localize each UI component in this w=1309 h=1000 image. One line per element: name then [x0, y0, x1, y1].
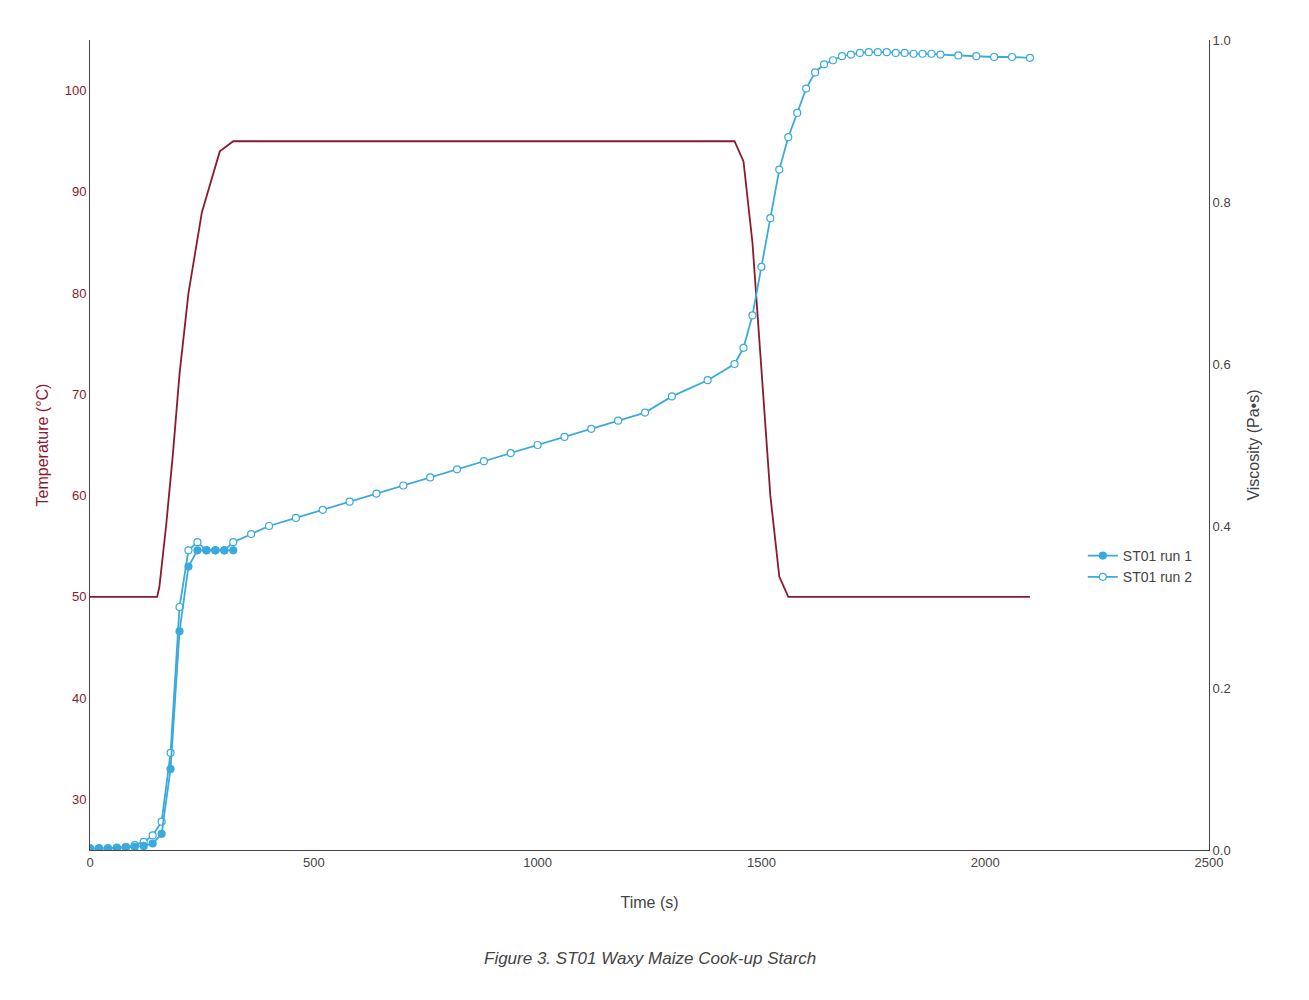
svg-text:ST01 run 1: ST01 run 1	[1123, 548, 1192, 564]
svg-text:40: 40	[72, 691, 86, 706]
svg-text:Time (s): Time (s)	[620, 894, 678, 911]
svg-text:Temperature (°C): Temperature (°C)	[34, 384, 51, 507]
svg-text:60: 60	[72, 488, 86, 503]
svg-text:80: 80	[72, 286, 86, 301]
svg-text:0.2: 0.2	[1213, 681, 1231, 696]
svg-text:500: 500	[303, 855, 325, 870]
svg-text:70: 70	[72, 387, 86, 402]
svg-text:0.8: 0.8	[1213, 195, 1231, 210]
svg-text:1.0: 1.0	[1213, 33, 1231, 48]
svg-text:2000: 2000	[971, 855, 1000, 870]
svg-text:Figure 3. ST01 Waxy Maize Cook: Figure 3. ST01 Waxy Maize Cook-up Starch	[484, 949, 816, 968]
svg-text:90: 90	[72, 184, 86, 199]
svg-text:2500: 2500	[1195, 855, 1224, 870]
svg-text:0.4: 0.4	[1213, 519, 1231, 534]
svg-text:1000: 1000	[523, 855, 552, 870]
svg-text:0.6: 0.6	[1213, 357, 1231, 372]
svg-text:Viscosity (Pa•s): Viscosity (Pa•s)	[1245, 389, 1262, 500]
svg-text:ST01 run 2: ST01 run 2	[1123, 569, 1192, 585]
svg-text:50: 50	[72, 589, 86, 604]
svg-text:0: 0	[86, 855, 93, 870]
svg-text:0.0: 0.0	[1213, 843, 1231, 858]
svg-text:100: 100	[65, 83, 87, 98]
svg-text:30: 30	[72, 792, 86, 807]
svg-text:1500: 1500	[747, 855, 776, 870]
